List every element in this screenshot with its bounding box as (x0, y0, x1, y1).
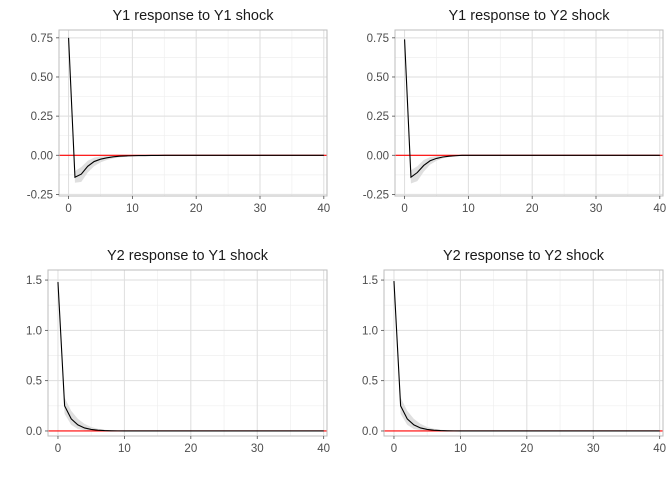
x-tick-label: 10 (454, 443, 467, 455)
irf-estimate-line (57, 282, 324, 432)
y-tick-label: -0.25 (363, 189, 389, 201)
irf-estimate-line (393, 281, 660, 432)
y-tick-label: 0.75 (31, 33, 53, 45)
panel-border (58, 29, 328, 197)
y-tick-label: 0.50 (367, 72, 389, 84)
x-tick-label: 20 (520, 443, 533, 455)
x-tick-label: 0 (401, 203, 407, 215)
y-tick-label: 0.00 (31, 150, 53, 162)
y-tick-label: 1.5 (362, 275, 378, 287)
y-tick-label: 0.00 (367, 150, 389, 162)
x-tick-label: 20 (190, 203, 203, 215)
x-tick-label: 10 (462, 203, 475, 215)
y-tick-label: 0.75 (367, 33, 389, 45)
panel-title: Y2 response to Y2 shock (443, 248, 605, 264)
y-tick-label: 0.25 (31, 111, 53, 123)
panel-border (383, 269, 664, 437)
y-tick-label: 0.5 (26, 376, 42, 388)
x-tick-label: 30 (590, 203, 603, 215)
panel-border (47, 269, 328, 437)
x-tick-label: 20 (184, 443, 197, 455)
x-tick-label: 30 (251, 443, 264, 455)
panel-title: Y1 response to Y2 shock (449, 8, 611, 24)
x-tick-label: 40 (653, 203, 666, 215)
panel-title: Y1 response to Y1 shock (113, 8, 275, 24)
chart-panel-2: 0 10 20 30 40 -0.25 0.00 0.25 0.50 0.75 Y1 respons… (363, 8, 666, 215)
x-tick-label: 40 (653, 443, 666, 455)
chart-panel-1: 0 10 20 30 40 -0.25 0.00 0.25 0.50 0.75 Y1 respons… (27, 8, 330, 215)
chart-panel-4: 0 10 20 30 40 0.0 0.5 1.0 1.5 Y2 response to Y2 s… (362, 248, 666, 455)
panel-border (394, 29, 664, 197)
y-tick-label: 1.5 (26, 275, 42, 287)
x-tick-label: 10 (118, 443, 131, 455)
x-tick-label: 20 (526, 203, 539, 215)
x-tick-label: 0 (391, 443, 397, 455)
irf-estimate-line (68, 37, 324, 179)
x-tick-label: 0 (55, 443, 61, 455)
irf-estimate-line (404, 39, 660, 179)
y-tick-label: 0.25 (367, 111, 389, 123)
y-tick-label: 0.0 (362, 426, 378, 438)
panel-title: Y2 response to Y1 shock (107, 248, 269, 264)
x-tick-label: 40 (317, 203, 330, 215)
y-tick-label: 0.0 (26, 426, 42, 438)
y-tick-label: -0.25 (27, 189, 53, 201)
x-tick-label: 30 (587, 443, 600, 455)
chart-panel-3: 0 10 20 30 40 0.0 0.5 1.0 1.5 Y2 response to Y1 s… (26, 248, 330, 455)
x-tick-label: 30 (254, 203, 267, 215)
x-tick-label: 10 (126, 203, 139, 215)
x-tick-label: 0 (65, 203, 71, 215)
x-tick-label: 40 (317, 443, 330, 455)
y-tick-label: 0.50 (31, 72, 53, 84)
y-tick-label: 1.0 (26, 325, 42, 337)
y-tick-label: 0.5 (362, 376, 378, 388)
y-tick-label: 1.0 (362, 325, 378, 337)
